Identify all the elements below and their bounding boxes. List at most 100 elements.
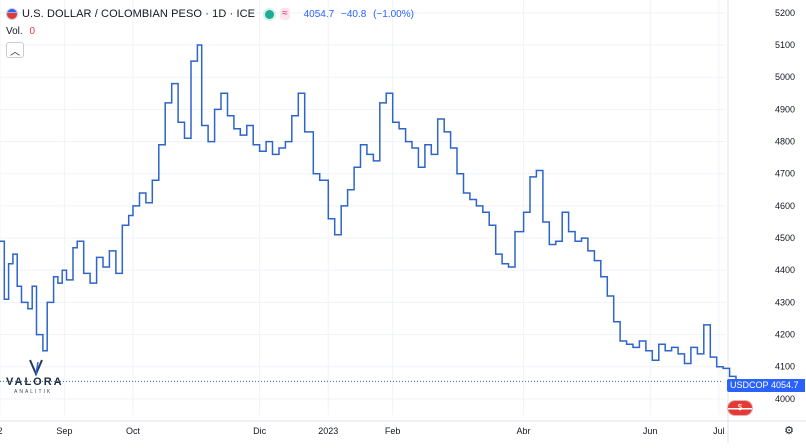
data-point	[27, 308, 29, 310]
data-point	[207, 141, 209, 143]
x-tick-label: Oct	[126, 426, 141, 436]
data-point	[89, 282, 91, 284]
data-point	[340, 205, 342, 207]
price-change: −40.8	[341, 8, 367, 20]
data-point	[405, 141, 407, 143]
gear-icon[interactable]: ⚙	[784, 425, 794, 437]
y-tick-label: 4800	[775, 137, 795, 147]
data-point	[456, 173, 458, 175]
data-point	[606, 295, 608, 297]
data-point	[177, 121, 179, 123]
data-point	[201, 124, 203, 127]
data-point	[278, 147, 280, 149]
data-point	[158, 144, 160, 146]
brand-tagline: ANALITIK	[14, 389, 53, 395]
data-point	[366, 153, 368, 155]
data-point	[482, 211, 484, 213]
data-point	[709, 356, 711, 358]
symbol-title[interactable]: U.S. DOLLAR / COLOMBIAN PESO · 1D · ICE	[22, 8, 256, 20]
data-point	[385, 92, 387, 94]
data-point	[677, 353, 679, 355]
data-point	[233, 128, 235, 130]
data-point	[108, 250, 110, 252]
data-point	[638, 340, 641, 342]
collapse-legend-button[interactable]: ︿	[6, 42, 24, 58]
y-tick-label: 4100	[775, 362, 795, 372]
data-point	[722, 367, 724, 369]
last-price-tag: 4054.7	[768, 379, 805, 392]
data-point	[587, 250, 589, 252]
data-point	[372, 160, 374, 162]
data-point	[76, 240, 78, 242]
data-point	[417, 166, 419, 168]
data-point	[220, 92, 222, 94]
y-tick-label: 4500	[775, 233, 795, 243]
volume-value: 0	[29, 26, 36, 37]
series-layer	[0, 44, 737, 382]
data-point	[8, 263, 10, 265]
y-tick-label: 4400	[775, 265, 795, 275]
data-point	[61, 269, 63, 271]
data-point	[16, 285, 18, 287]
data-point	[535, 169, 538, 172]
data-point	[507, 266, 510, 268]
data-point	[359, 144, 362, 146]
data-point	[353, 166, 355, 168]
data-point	[265, 141, 267, 143]
data-point	[121, 224, 123, 226]
data-point	[548, 243, 550, 246]
x-tick-label: Dic	[253, 426, 266, 436]
data-point	[214, 108, 216, 110]
data-point	[683, 362, 686, 365]
data-point	[132, 205, 134, 207]
compare-icon[interactable]: ≈	[280, 8, 290, 20]
data-point	[138, 192, 141, 194]
symbol-price-tag: USDCOP	[727, 379, 769, 392]
data-point	[514, 231, 516, 233]
y-tick-label: 4900	[775, 104, 795, 114]
data-point	[696, 353, 699, 355]
data-point	[729, 375, 731, 377]
data-point	[475, 205, 477, 207]
data-point	[651, 359, 653, 361]
data-point	[600, 276, 602, 278]
x-tick-label: Feb	[385, 426, 401, 436]
data-point	[145, 202, 147, 204]
data-point	[246, 124, 248, 127]
data-point	[462, 192, 465, 194]
data-point	[574, 240, 576, 242]
data-point	[65, 279, 68, 281]
price-series-line	[0, 44, 737, 382]
x-tick-label: 2023	[318, 426, 338, 436]
data-point	[495, 253, 497, 255]
currency-flags-icon[interactable]: $	[727, 400, 753, 416]
data-point	[347, 189, 349, 191]
data-point	[183, 137, 186, 139]
price-axis[interactable]: 4000 4100 4200 4300 4400 4500 4600 4700 4800 4900…	[727, 0, 795, 443]
data-point	[450, 147, 452, 149]
data-point	[12, 253, 14, 255]
symbol-legend[interactable]: U.S. DOLLAR / COLOMBIAN PESO · 1D · ICE …	[6, 6, 418, 22]
data-point	[658, 343, 660, 345]
data-point	[297, 92, 299, 94]
data-point	[542, 221, 544, 223]
time-axis[interactable]: 2 Sep Oct Dic 2023 Feb Abr Jun Jul	[0, 420, 806, 436]
data-point	[443, 131, 445, 133]
data-point	[226, 115, 229, 117]
data-point	[151, 179, 153, 181]
data-point	[334, 234, 336, 236]
brand-mark-icon	[29, 359, 43, 377]
y-tick-label: 5100	[775, 40, 795, 50]
data-point	[53, 276, 55, 278]
data-point	[561, 211, 563, 213]
data-point	[632, 346, 634, 348]
data-point	[619, 340, 621, 342]
volume-legend[interactable]: Vol. 0	[6, 26, 35, 37]
y-tick-label: 5200	[775, 8, 795, 18]
data-point	[488, 224, 490, 226]
data-point	[164, 102, 166, 104]
data-point	[613, 321, 615, 323]
data-point	[437, 118, 439, 120]
